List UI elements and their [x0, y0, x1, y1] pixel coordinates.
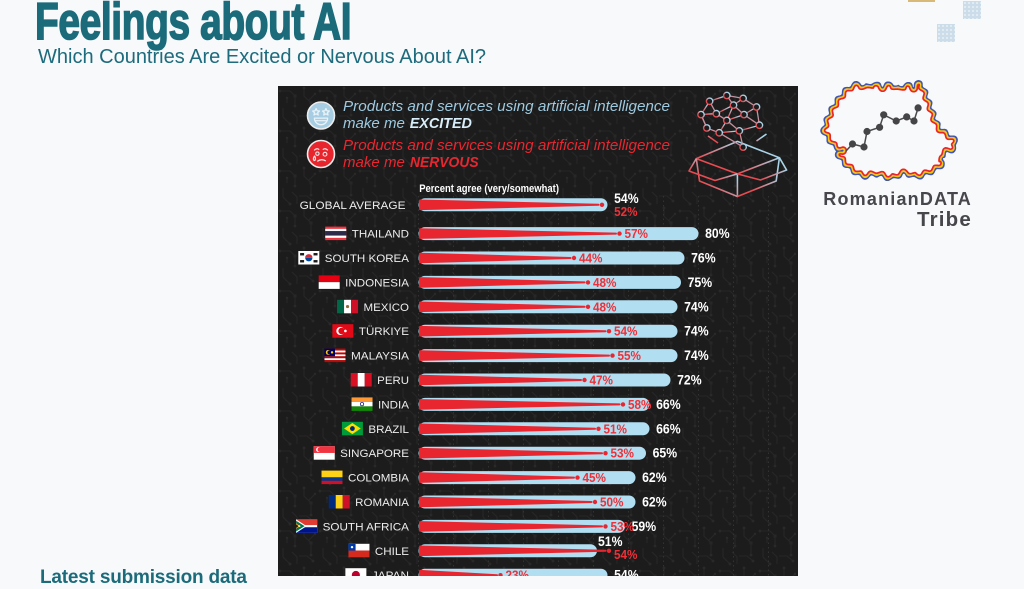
svg-text:48%: 48%: [593, 299, 617, 314]
svg-text:50%: 50%: [600, 495, 624, 510]
svg-text:53%: 53%: [611, 519, 635, 534]
svg-text:65%: 65%: [653, 446, 678, 461]
svg-text:76%: 76%: [691, 251, 716, 266]
svg-text:55%: 55%: [618, 348, 642, 363]
svg-text:54%: 54%: [614, 191, 639, 206]
svg-text:54%: 54%: [614, 568, 639, 576]
svg-text:Percent agree (very/somewhat): Percent agree (very/somewhat): [419, 183, 559, 195]
svg-text:48%: 48%: [593, 275, 617, 290]
svg-text:SINGAPORE: SINGAPORE: [340, 448, 409, 460]
svg-text:CHILE: CHILE: [375, 546, 409, 558]
svg-text:53%: 53%: [611, 446, 635, 461]
svg-text:EXCITED: EXCITED: [410, 115, 472, 132]
svg-text:74%: 74%: [684, 324, 709, 339]
svg-text:NERVOUS: NERVOUS: [410, 154, 479, 171]
svg-text:47%: 47%: [590, 373, 614, 388]
svg-text:make me: make me: [343, 154, 405, 171]
svg-text:80%: 80%: [705, 226, 730, 241]
svg-text:TÜRKIYE: TÜRKIYE: [359, 326, 409, 338]
svg-text:PERU: PERU: [377, 375, 409, 387]
svg-text:54%: 54%: [614, 324, 638, 339]
svg-text:58%: 58%: [628, 397, 652, 412]
svg-text:44%: 44%: [579, 251, 603, 266]
svg-text:57%: 57%: [625, 226, 649, 241]
svg-text:23%: 23%: [506, 568, 530, 576]
svg-text:72%: 72%: [677, 373, 702, 388]
svg-text:THAILAND: THAILAND: [352, 229, 409, 241]
svg-text:ROMANIA: ROMANIA: [355, 497, 409, 509]
svg-text:Products and services using ar: Products and services using artificial i…: [343, 137, 670, 154]
svg-text:66%: 66%: [656, 421, 681, 436]
svg-text:66%: 66%: [656, 397, 681, 412]
svg-text:59%: 59%: [632, 519, 657, 534]
svg-text:SOUTH KOREA: SOUTH KOREA: [325, 253, 410, 265]
svg-text:make me: make me: [343, 115, 405, 132]
svg-text:75%: 75%: [688, 275, 713, 290]
svg-text:JAPAN: JAPAN: [372, 570, 409, 576]
svg-text:74%: 74%: [684, 348, 709, 363]
svg-text:MALAYSIA: MALAYSIA: [351, 351, 410, 363]
svg-text:51%: 51%: [604, 421, 628, 436]
svg-text:62%: 62%: [642, 470, 667, 485]
svg-text:BRAZIL: BRAZIL: [368, 424, 409, 436]
svg-text:74%: 74%: [684, 299, 709, 314]
svg-text:54%: 54%: [614, 547, 638, 562]
svg-text:GLOBAL AVERAGE: GLOBAL AVERAGE: [300, 200, 406, 212]
svg-text:MEXICO: MEXICO: [364, 302, 410, 314]
svg-text:51%: 51%: [598, 534, 623, 549]
svg-text:SOUTH AFRICA: SOUTH AFRICA: [323, 521, 410, 533]
svg-text:62%: 62%: [642, 495, 667, 510]
svg-text:INDONESIA: INDONESIA: [345, 277, 409, 289]
svg-text:Products and services using ar: Products and services using artificial i…: [343, 98, 670, 115]
svg-text:52%: 52%: [614, 204, 638, 219]
svg-text:INDIA: INDIA: [378, 399, 410, 411]
svg-text:COLOMBIA: COLOMBIA: [348, 473, 410, 485]
svg-text:45%: 45%: [583, 470, 607, 485]
